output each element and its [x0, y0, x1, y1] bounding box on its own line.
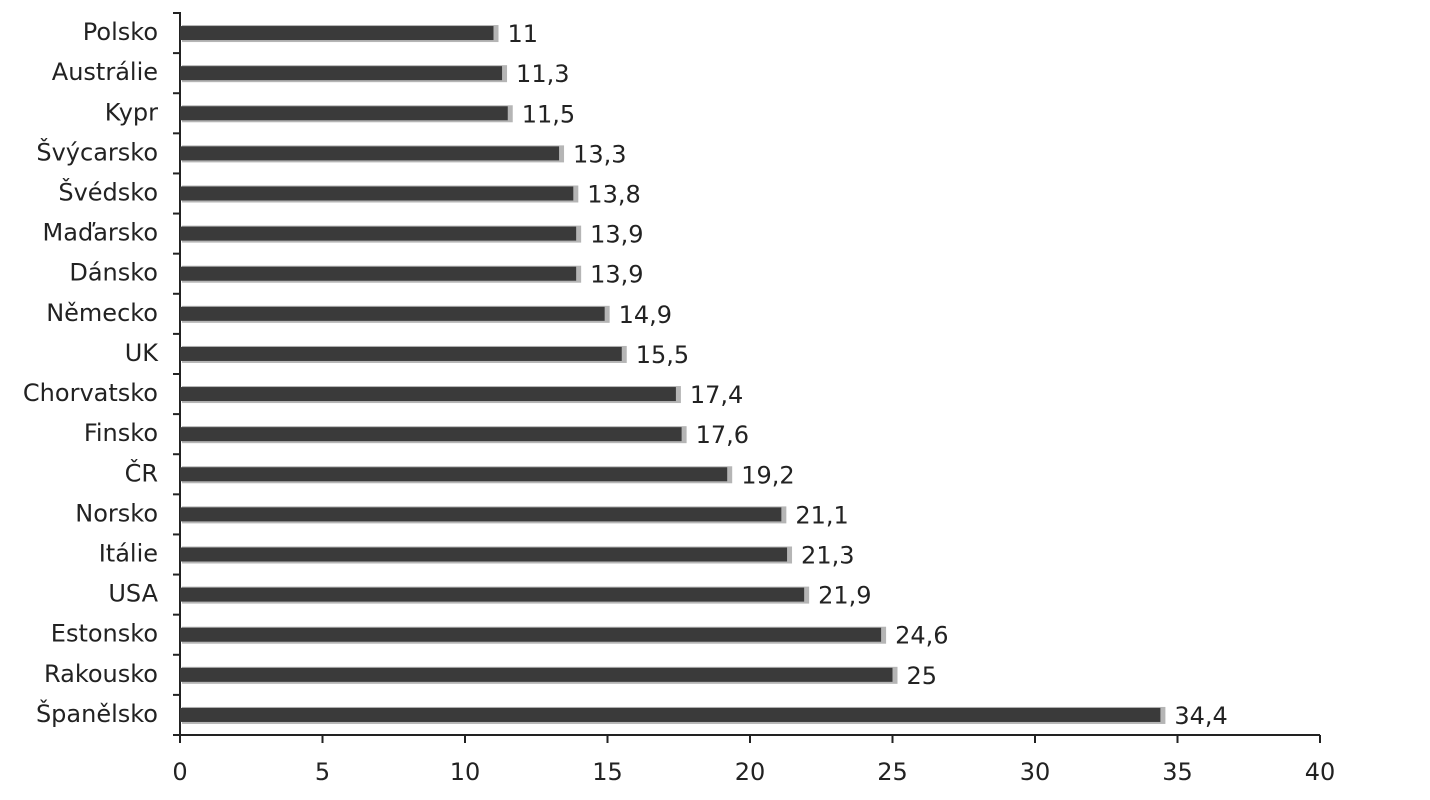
value-label: 17,6: [696, 421, 749, 449]
y-tick-label: Rakousko: [44, 660, 158, 688]
y-tick-label: Švýcarsko: [36, 136, 158, 166]
y-tick-label: Polsko: [83, 18, 158, 46]
y-tick-label: Itálie: [99, 540, 158, 568]
y-tick-label: Finsko: [84, 419, 158, 447]
y-tick-label: Kypr: [105, 98, 158, 126]
x-tick-label: 30: [1020, 758, 1051, 786]
bar: [180, 266, 577, 281]
value-label: 19,2: [741, 461, 794, 489]
value-label: 24,6: [895, 622, 948, 650]
bar: [180, 146, 560, 161]
value-label: 21,3: [801, 542, 854, 570]
x-tick-label: 0: [172, 758, 187, 786]
bar: [180, 467, 728, 482]
x-tick-label: 35: [1162, 758, 1193, 786]
bar: [180, 627, 882, 642]
bar: [180, 507, 782, 522]
x-tick-label: 5: [315, 758, 330, 786]
y-tick-label: ČR: [125, 457, 158, 487]
bar: [180, 547, 788, 562]
x-tick-label: 25: [877, 758, 908, 786]
x-tick-label: 20: [735, 758, 766, 786]
value-label: 11,3: [516, 60, 569, 88]
value-label: 17,4: [690, 381, 743, 409]
x-tick-label: 40: [1305, 758, 1336, 786]
value-label: 14,9: [619, 301, 672, 329]
bar: [180, 707, 1161, 722]
bar: [180, 346, 622, 361]
y-tick-label: Španělsko: [36, 698, 158, 728]
bar: [180, 306, 605, 321]
value-label: 21,1: [795, 501, 848, 529]
y-tick-label: Německo: [46, 299, 158, 327]
y-tick-label: Austrálie: [52, 58, 158, 86]
value-label: 13,9: [590, 261, 643, 289]
bar: [180, 186, 574, 201]
bar: [180, 427, 682, 442]
bar: [180, 106, 508, 121]
bar: [180, 66, 503, 81]
value-label: 21,9: [818, 582, 871, 610]
bar: [180, 587, 805, 602]
y-tick-label: Švédsko: [58, 177, 158, 207]
bar: [180, 26, 494, 41]
y-tick-label: USA: [108, 580, 158, 608]
value-label: 13,9: [590, 221, 643, 249]
bar: [180, 226, 577, 241]
value-label: 15,5: [636, 341, 689, 369]
y-tick-label: UK: [125, 339, 160, 367]
y-tick-label: Dánsko: [69, 259, 158, 287]
y-tick-label: Norsko: [75, 499, 158, 527]
value-label: 11,5: [522, 100, 575, 128]
bar: [180, 387, 676, 402]
value-label: 13,8: [587, 181, 640, 209]
value-label: 34,4: [1174, 702, 1227, 730]
value-label: 13,3: [573, 140, 626, 168]
y-tick-label: Maďarsko: [43, 219, 158, 247]
value-label: 25: [907, 662, 938, 690]
x-tick-label: 15: [592, 758, 623, 786]
value-label: 11: [508, 20, 539, 48]
y-tick-label: Chorvatsko: [23, 379, 158, 407]
x-tick-label: 10: [450, 758, 481, 786]
bar: [180, 667, 893, 682]
y-tick-label: Estonsko: [51, 620, 158, 648]
